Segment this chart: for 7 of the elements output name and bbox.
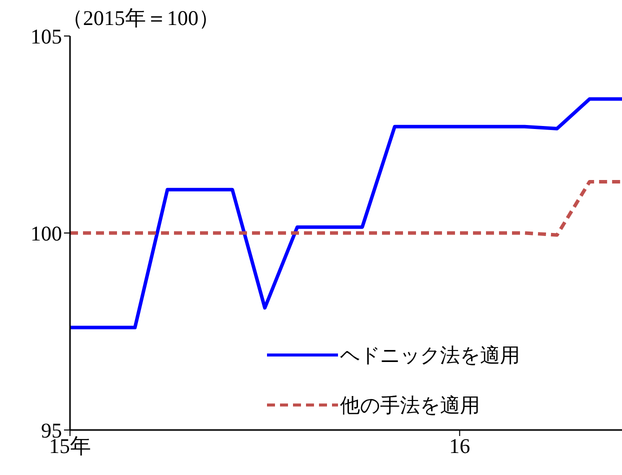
y-axis-title: （2015年＝100）	[62, 5, 220, 32]
legend-label: ヘドニック法を適用	[340, 344, 520, 368]
y-tick-label: 105	[30, 24, 62, 48]
line-series	[70, 97, 622, 330]
legend-label: 他の手法を適用	[340, 394, 480, 418]
y-tick-label: 100	[30, 221, 62, 246]
x-tick-label: 16	[449, 434, 470, 458]
